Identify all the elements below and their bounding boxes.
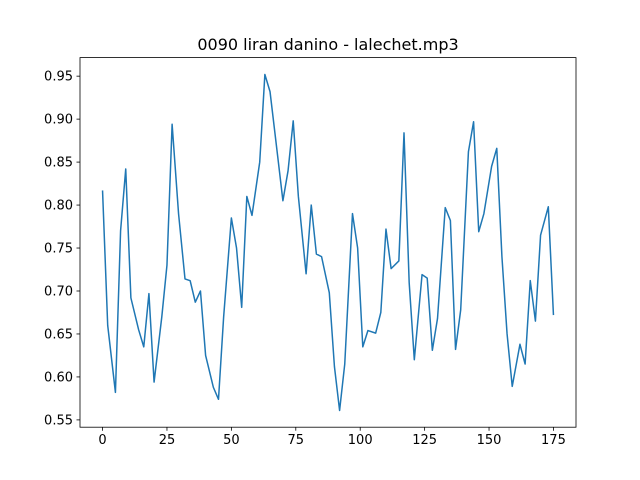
y-tick-label: 0.85 <box>44 156 73 171</box>
x-tick-label: 150 <box>477 433 502 448</box>
y-tick-label: 0.60 <box>44 370 73 385</box>
x-tick-label: 75 <box>288 433 305 448</box>
x-tick-label: 175 <box>541 433 566 448</box>
chart-title: 0090 liran danino - lalechet.mp3 <box>197 35 458 54</box>
y-tick-label: 0.95 <box>44 70 73 85</box>
y-tick-label: 0.90 <box>44 113 73 128</box>
x-tick-label: 100 <box>348 433 373 448</box>
y-tick-label: 0.70 <box>44 284 73 299</box>
y-tick-label: 0.75 <box>44 242 73 257</box>
x-tick-label: 125 <box>412 433 437 448</box>
x-tick-label: 25 <box>159 433 176 448</box>
plot-frame <box>79 57 577 428</box>
line <box>101 73 555 412</box>
x-tick-label: 50 <box>223 433 240 448</box>
x-tick-label: 0 <box>98 433 106 448</box>
y-tick-label: 0.55 <box>44 413 73 428</box>
y-tick-label: 0.65 <box>44 327 73 342</box>
y-tick-label: 0.80 <box>44 199 73 214</box>
